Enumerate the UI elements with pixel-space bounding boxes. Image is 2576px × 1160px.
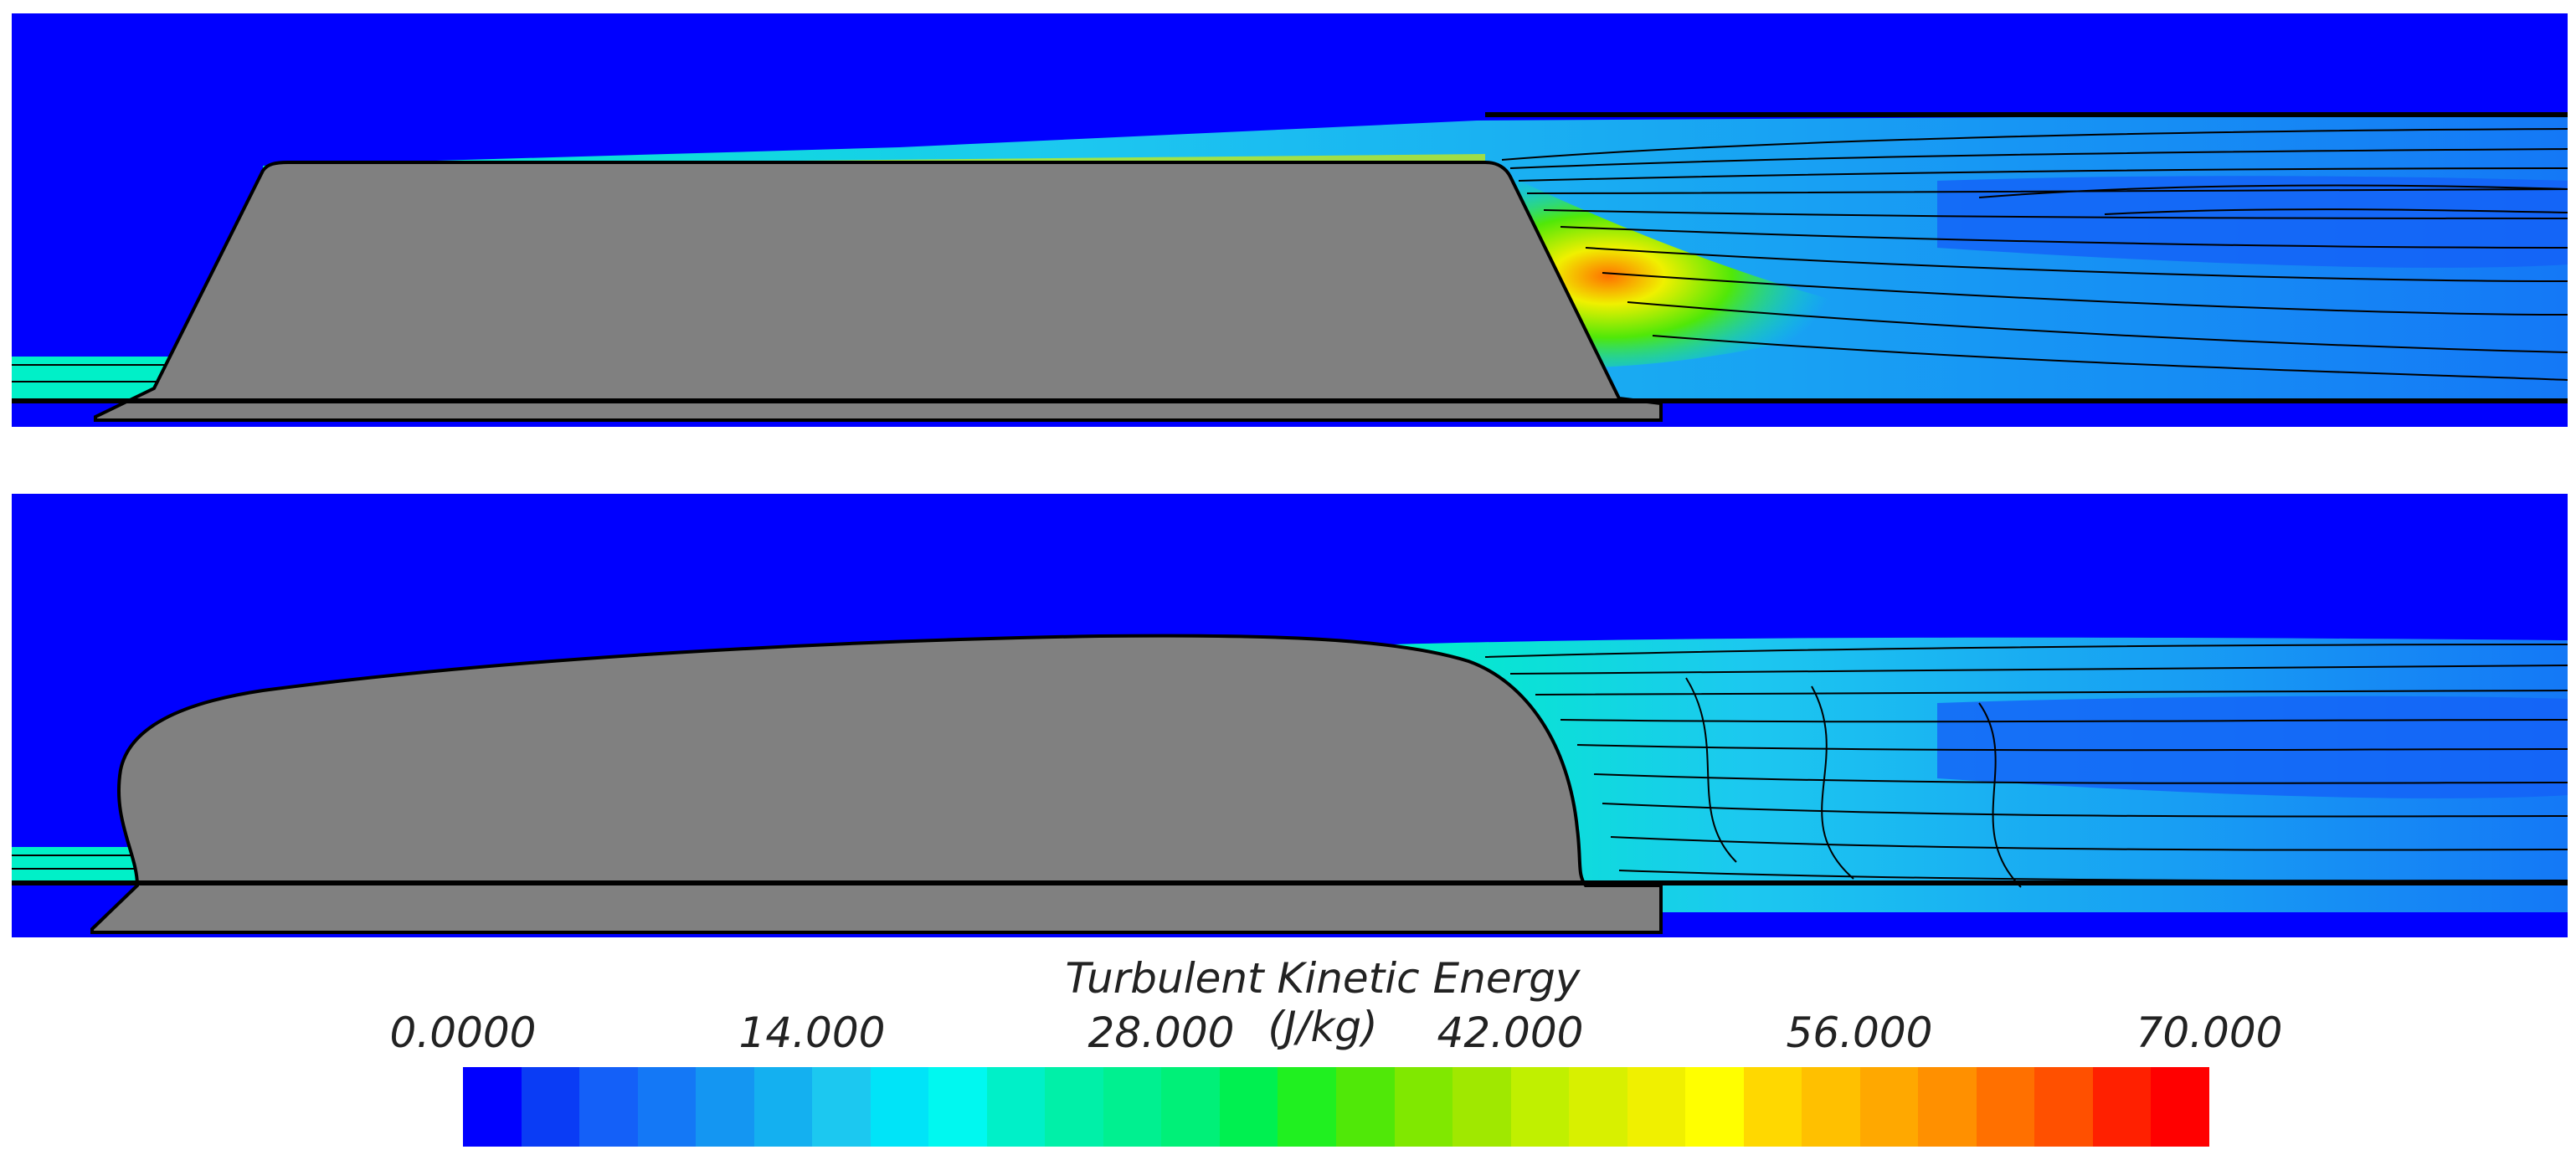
legend-swatch (463, 1067, 522, 1147)
legend-swatch (1743, 1067, 1802, 1147)
hot-zone (1485, 164, 1895, 368)
legend-swatch (1335, 1067, 1395, 1147)
legend-swatch (521, 1067, 580, 1147)
legend-swatch (812, 1067, 871, 1147)
legend-swatch (1510, 1067, 1570, 1147)
legend-swatch (696, 1067, 754, 1147)
legend-tick-3: 42.000 (1437, 1009, 1584, 1057)
legend-tick-2: 28.000 (1087, 1009, 1235, 1057)
legend-ticks: 0.0000 14.000 28.000 42.000 56.000 70.00… (0, 1009, 2576, 1059)
legend-swatch (1161, 1067, 1220, 1147)
legend-swatch (2151, 1067, 2209, 1147)
obstacle-trapezoid (94, 161, 1663, 422)
legend-tick-4: 56.000 (1786, 1009, 1933, 1057)
legend-swatch (579, 1067, 638, 1147)
obstacle-rounded (90, 634, 1663, 934)
tke-contour-field-top (12, 13, 2568, 427)
ground-line (12, 880, 2568, 885)
legend-swatch (1627, 1067, 1686, 1147)
legend-swatch (1278, 1067, 1336, 1147)
legend-swatch (753, 1067, 813, 1147)
ground-line (12, 398, 2568, 403)
wake-core (1937, 176, 2568, 268)
legend-swatch (1859, 1067, 1919, 1147)
inlet-strip (12, 847, 137, 880)
legend-swatch (1685, 1067, 1744, 1147)
legend-swatch (2092, 1067, 2152, 1147)
legend-swatch (1103, 1067, 1162, 1147)
legend-swatch (1045, 1067, 1103, 1147)
tke-contour-field-bottom (12, 494, 2568, 937)
legend-swatch (637, 1067, 697, 1147)
legend-swatch (986, 1067, 1046, 1147)
color-legend-bar (463, 1067, 2209, 1147)
legend-swatch (1394, 1067, 1453, 1147)
contour-lines (1501, 128, 2568, 381)
legend-tick-1: 14.000 (738, 1009, 886, 1057)
legend-title: Turbulent Kinetic Energy (J/kg) (1065, 954, 1581, 1051)
legend-swatch (1802, 1067, 1860, 1147)
contour-plot-trapezoid (12, 13, 2568, 427)
legend-swatch (1918, 1067, 1977, 1147)
legend-swatch (1453, 1067, 1511, 1147)
legend-tick-5: 70.000 (2136, 1009, 2283, 1057)
legend-swatch (1976, 1067, 2035, 1147)
legend-swatch (1219, 1067, 1278, 1147)
legend-swatch (2034, 1067, 2093, 1147)
legend-swatch (1569, 1067, 1627, 1147)
domain-top-edge (1485, 112, 2568, 117)
legend-tick-0: 0.0000 (389, 1009, 537, 1057)
legend-swatch (928, 1067, 987, 1147)
contour-plot-rounded (12, 494, 2568, 937)
legend-swatch (870, 1067, 929, 1147)
